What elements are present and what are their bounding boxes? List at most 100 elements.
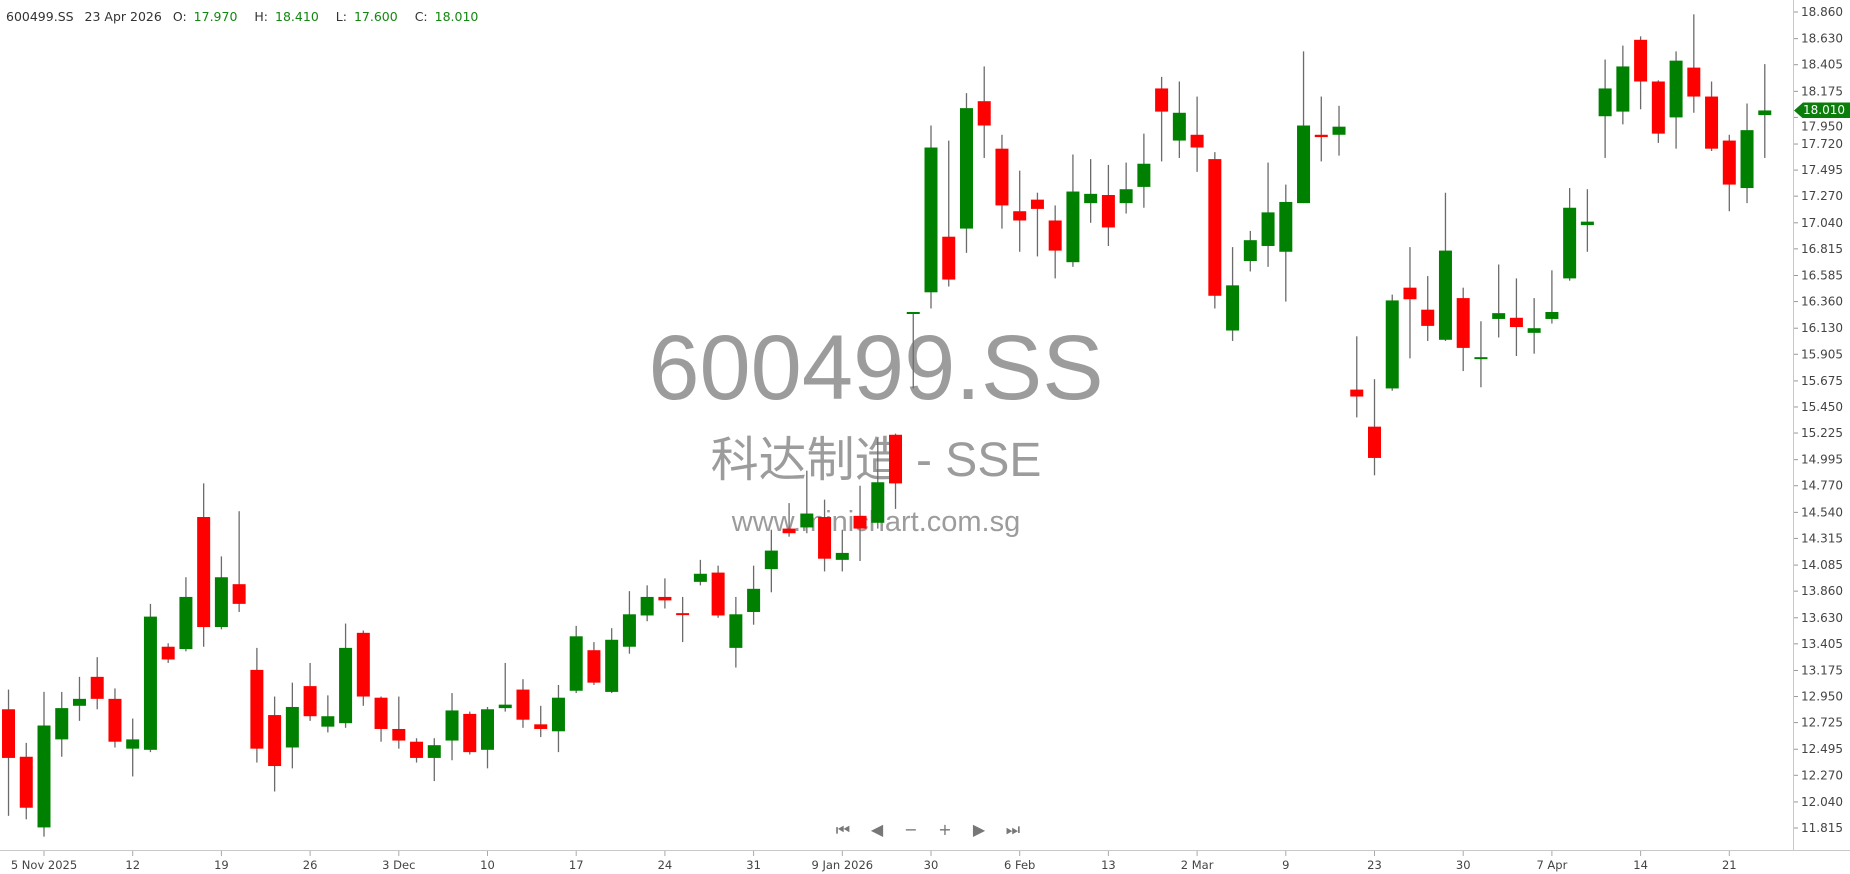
x-tick-label: 3 Dec (382, 858, 415, 872)
skip-to-start-icon[interactable]: ⏮ (835, 820, 851, 839)
candle (924, 125, 938, 309)
candle-body-up (1243, 240, 1257, 262)
high-label: H: (254, 9, 269, 24)
candle (72, 676, 86, 721)
candle (1758, 64, 1772, 158)
zoom-out-icon[interactable]: − (904, 820, 918, 839)
candle (1722, 134, 1736, 212)
x-tick-label: 6 Feb (1004, 858, 1035, 872)
candle-body-down (1705, 96, 1719, 149)
open-label: O: (172, 9, 187, 24)
candle (1545, 270, 1559, 324)
candle (605, 628, 619, 694)
candle (1492, 264, 1506, 338)
y-tick-label: 15.225 (1801, 426, 1843, 440)
x-tick-label: 7 Apr (1536, 858, 1567, 872)
candle-body-up (729, 614, 743, 648)
candle-body-down (889, 434, 903, 484)
candle-body-up (1545, 311, 1559, 319)
candle (1101, 164, 1115, 246)
candle-body-up (1474, 357, 1488, 360)
low-label: L: (335, 9, 347, 24)
y-tick-label: 12.495 (1801, 742, 1843, 756)
candle (268, 696, 282, 792)
header-date: 23 Apr 2026 (84, 9, 162, 24)
candle-body-down (1509, 317, 1523, 328)
candle-body-up (835, 552, 849, 560)
candle (427, 738, 441, 782)
scroll-right-icon[interactable]: ▶ (972, 820, 986, 839)
x-tick-label: 2 Mar (1181, 858, 1214, 872)
candle-body-up (321, 716, 335, 727)
candle-body-up (764, 550, 778, 570)
candle-body-down (161, 646, 175, 660)
candle (392, 696, 406, 749)
candle (1687, 14, 1701, 113)
x-tick-label: 26 (303, 858, 318, 872)
candle-body-up (126, 739, 140, 749)
candle (90, 657, 104, 710)
candle-body-down (1208, 159, 1222, 296)
candle-body-down (1350, 389, 1364, 397)
candle-body-down (1634, 39, 1648, 82)
candle-body-up (1084, 193, 1098, 204)
candle (1740, 103, 1754, 204)
candle (1474, 321, 1488, 388)
candle (782, 503, 796, 537)
candle-body-down (1456, 298, 1470, 348)
y-tick-label: 15.450 (1801, 400, 1843, 414)
candle (1563, 188, 1577, 281)
candle-body-up (747, 588, 761, 612)
candle-body-up (285, 706, 299, 748)
candle-body-up (1279, 201, 1293, 252)
candle-body-up (498, 704, 512, 709)
candle (1137, 133, 1151, 208)
candle (1172, 81, 1186, 158)
candle-body-up (1226, 285, 1240, 331)
y-tick-label: 13.405 (1801, 637, 1843, 651)
candle-body-down (108, 698, 122, 742)
candle-body-up (1137, 163, 1151, 187)
candle (534, 705, 548, 738)
high-value: 18.410 (275, 9, 319, 24)
candle-body-up (72, 698, 86, 706)
candle-body-down (853, 515, 867, 529)
y-tick-label: 17.040 (1801, 216, 1843, 230)
candle (1509, 278, 1523, 357)
candle-body-down (1722, 140, 1736, 185)
candle-body-down (1013, 211, 1027, 221)
candle (1527, 298, 1541, 354)
x-tick-label: 17 (569, 858, 584, 872)
y-tick-label: 12.725 (1801, 716, 1843, 730)
chart-navigation: ⏮ ◀ − + ▶ ⏭ (832, 819, 1024, 841)
candle (569, 625, 583, 694)
candle (1279, 184, 1293, 302)
candle-body-up (605, 639, 619, 692)
candle (889, 433, 903, 509)
y-tick-label: 18.175 (1801, 84, 1843, 98)
candle (818, 499, 832, 572)
candle (906, 311, 920, 389)
scroll-left-icon[interactable]: ◀ (870, 820, 884, 839)
candle (1208, 152, 1222, 309)
candle-body-up (871, 482, 885, 523)
candle (303, 662, 317, 721)
candle (1705, 81, 1719, 151)
candle (1048, 205, 1062, 279)
x-tick-label: 31 (746, 858, 761, 872)
candle-body-down (268, 715, 282, 767)
y-axis[interactable]: 18.860 18.630 18.405 18.175 17.950 17.720 17.4… (1794, 5, 1843, 835)
candle-body-down (1190, 134, 1204, 148)
candle (445, 693, 459, 761)
candle (587, 642, 601, 685)
candle (1314, 96, 1328, 162)
skip-to-end-icon[interactable]: ⏭ (1005, 820, 1021, 839)
ohlc-header: 600499.SS 23 Apr 2026 O: 17.970 H: 18.410 … (6, 9, 491, 24)
candle-body-up (1616, 66, 1630, 112)
x-axis[interactable]: 5 Nov 2025 12 19 26 3 Dec 10 17 24 31 9 Jan 2026 3… (11, 851, 1737, 872)
candle (1350, 336, 1364, 418)
close-label: C: (414, 9, 428, 24)
y-tick-label: 17.270 (1801, 189, 1843, 203)
zoom-in-icon[interactable]: + (938, 820, 952, 839)
